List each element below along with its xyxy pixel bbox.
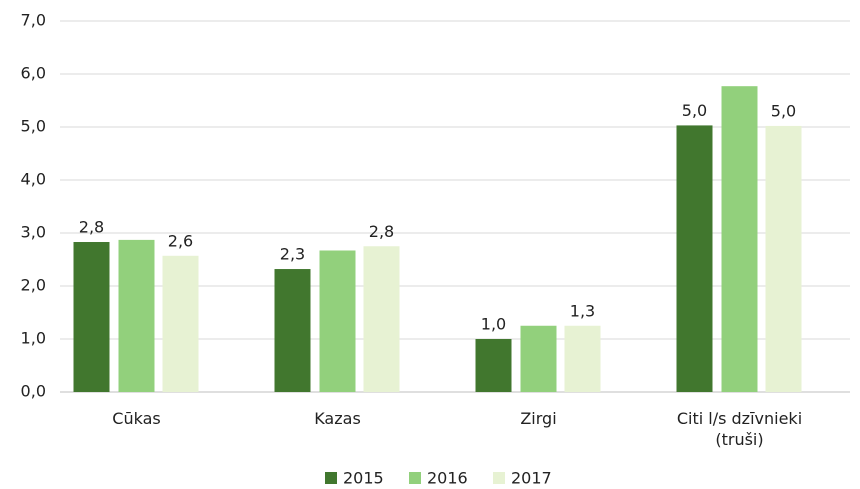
bar [319,250,356,392]
y-tick-label: 1,0 [21,329,46,348]
data-label: 1,3 [570,301,595,320]
legend-label: 2016 [427,469,468,488]
data-label: 5,0 [682,101,707,120]
bar [721,86,758,392]
x-tick-label: Zirgi [520,409,557,428]
data-label: 5,0 [771,101,796,120]
bar [363,246,400,392]
data-label: 2,8 [79,218,104,237]
legend-swatch [493,472,505,484]
y-tick-label: 7,0 [21,11,46,30]
bar [564,325,601,392]
bar [73,242,110,392]
bar [765,125,802,392]
data-label: 2,8 [369,222,394,241]
y-tick-label: 2,0 [21,276,46,295]
bar [118,239,155,392]
bar [475,339,512,392]
y-tick-label: 5,0 [21,117,46,136]
legend-swatch [409,472,421,484]
legend-label: 2015 [343,469,384,488]
y-tick-label: 4,0 [21,170,46,189]
bar [676,125,713,392]
y-tick-label: 6,0 [21,64,46,83]
data-label: 2,3 [280,245,305,264]
x-tick-label: Cūkas [112,409,161,428]
y-tick-label: 3,0 [21,223,46,242]
legend-swatch [325,472,337,484]
legend-label: 2017 [511,469,552,488]
bar [162,255,199,392]
x-tick-label: Kazas [314,409,361,428]
x-tick-label: Citi l/s dzīvnieki (truši) [676,409,803,449]
y-tick-label: 0,0 [21,382,46,401]
bar [274,269,311,392]
data-label: 1,0 [481,315,506,334]
bar [520,325,557,392]
data-label: 2,6 [168,231,193,250]
